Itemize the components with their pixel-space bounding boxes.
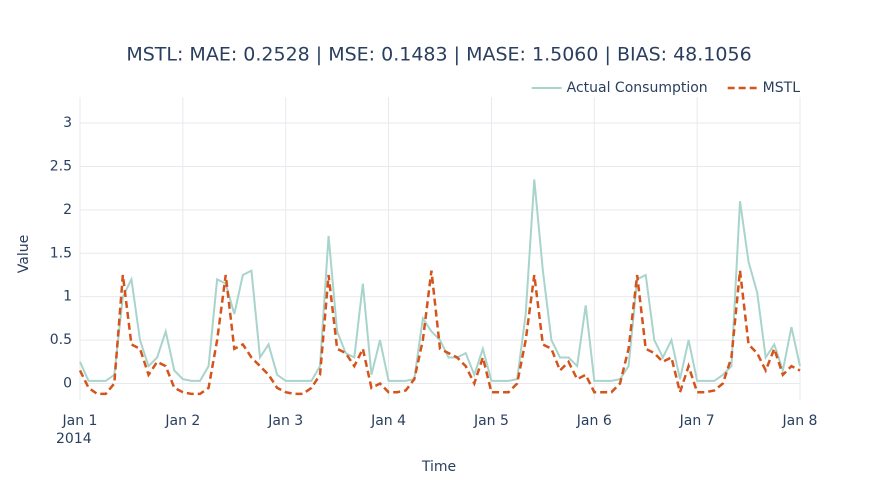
y-tick-label: 1.5 (50, 245, 72, 261)
x-tick-label: Jan 5 (473, 413, 509, 429)
x-tick-label: Jan 6 (576, 413, 612, 429)
legend-label: Actual Consumption (567, 80, 708, 96)
y-tick-label: 3 (63, 115, 72, 131)
chart-title: MSTL: MAE: 0.2528 | MSE: 0.1483 | MASE: … (126, 44, 751, 66)
legend-label: MSTL (763, 80, 801, 96)
x-tick-label: Jan 7 (679, 413, 715, 429)
y-tick-label: 0.5 (50, 332, 72, 348)
y-tick-label: 0 (63, 376, 72, 392)
y-tick-label: 2 (63, 202, 72, 218)
series-line (79, 179, 801, 382)
x-axis-title: Time (421, 459, 456, 475)
y-tick-label: 1 (63, 289, 72, 305)
y-axis-title: Value (16, 235, 32, 273)
x-tick-label: Jan 2 (164, 413, 200, 429)
x-tick-label: Jan 3 (267, 413, 303, 429)
x-tick-label: Jan 1 2014 (56, 413, 97, 447)
x-tick-label: Jan 8 (782, 413, 818, 429)
x-tick-label: Jan 4 (370, 413, 406, 429)
series-line (78, 270, 801, 397)
y-tick-label: 2.5 (50, 158, 72, 174)
